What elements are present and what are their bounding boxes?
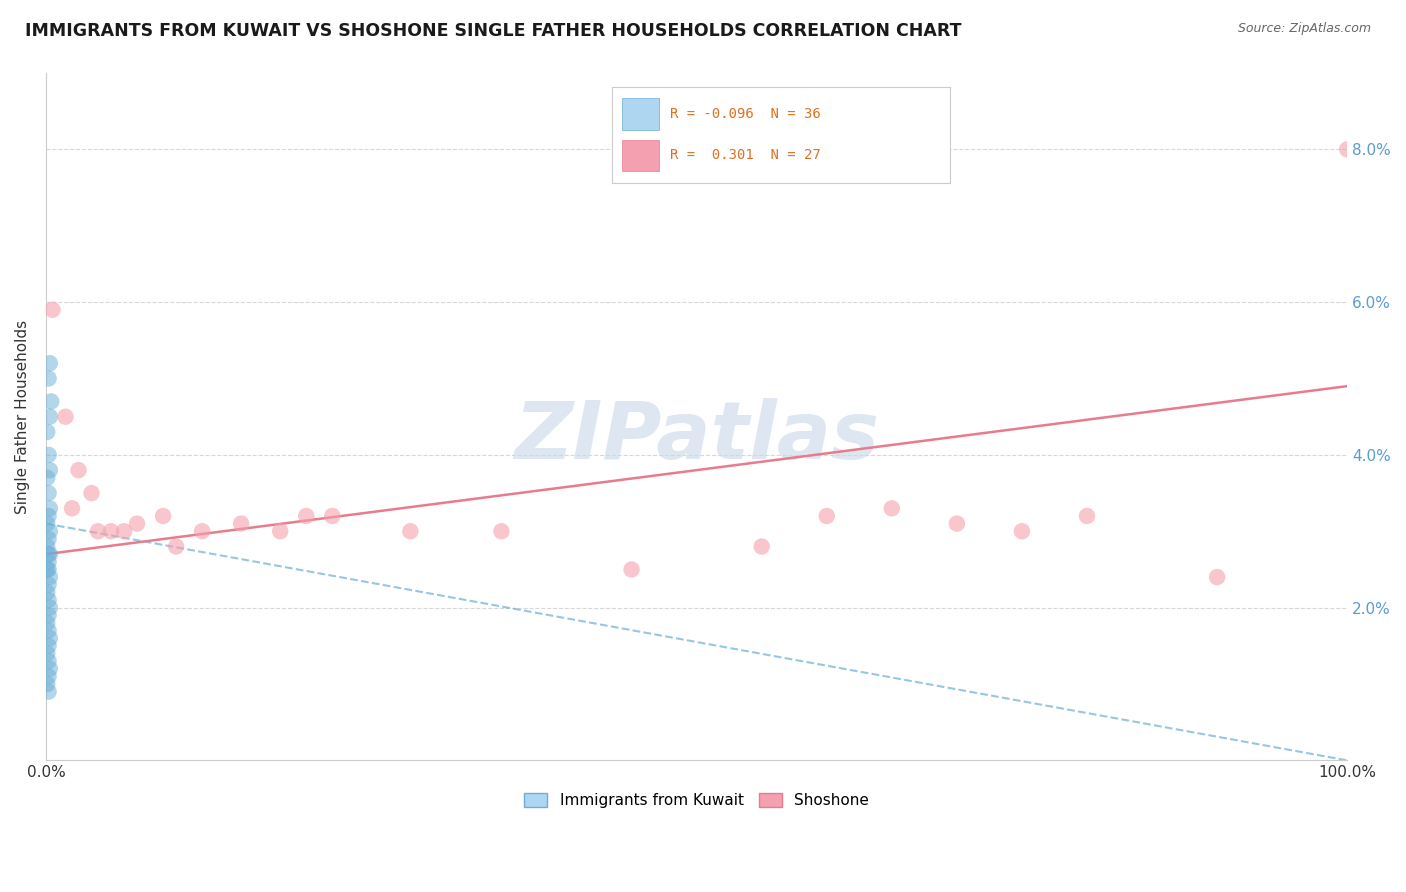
Point <box>37 540 59 554</box>
Point <box>38 593 60 607</box>
Y-axis label: Single Father Households: Single Father Households <box>15 319 30 514</box>
Text: Source: ZipAtlas.com: Source: ZipAtlas.com <box>1237 22 1371 36</box>
Point <box>620 562 643 576</box>
Point <box>1011 524 1033 539</box>
Point <box>38 631 60 645</box>
Point <box>38 684 60 698</box>
Point <box>38 547 60 561</box>
Point <box>80 486 103 500</box>
Point <box>191 524 214 539</box>
Point <box>37 585 59 599</box>
Point <box>38 371 60 385</box>
Point <box>231 516 253 531</box>
Point <box>491 524 513 539</box>
Point <box>751 540 773 554</box>
Point <box>1336 142 1358 156</box>
Point <box>38 570 60 584</box>
Point <box>38 524 60 539</box>
Point <box>55 409 77 424</box>
Point <box>67 463 90 477</box>
Point <box>37 615 59 630</box>
Point <box>37 677 59 691</box>
Point <box>38 486 60 500</box>
Point <box>38 463 60 477</box>
Point <box>1076 508 1098 523</box>
Point <box>38 608 60 623</box>
Point <box>38 639 60 653</box>
Text: ZIPatlas: ZIPatlas <box>515 399 879 476</box>
Point <box>38 600 60 615</box>
Point <box>152 508 174 523</box>
Point <box>38 624 60 638</box>
Point <box>295 508 318 523</box>
Point <box>38 669 60 683</box>
Point <box>38 547 60 561</box>
Point <box>38 508 60 523</box>
Point <box>38 555 60 569</box>
Point <box>38 662 60 676</box>
Point <box>125 516 148 531</box>
Point <box>880 501 903 516</box>
Point <box>100 524 122 539</box>
Point <box>38 501 60 516</box>
Point <box>38 532 60 546</box>
Point <box>38 562 60 576</box>
Point <box>37 425 59 439</box>
Point <box>37 647 59 661</box>
Point <box>815 508 838 523</box>
Point <box>37 562 59 576</box>
Point <box>38 356 60 370</box>
Point <box>1206 570 1229 584</box>
Point <box>399 524 422 539</box>
Point <box>41 302 63 317</box>
Point <box>946 516 969 531</box>
Point <box>321 508 343 523</box>
Legend: Immigrants from Kuwait, Shoshone: Immigrants from Kuwait, Shoshone <box>519 788 875 814</box>
Point <box>38 578 60 592</box>
Point <box>37 516 59 531</box>
Point <box>39 394 62 409</box>
Point <box>112 524 135 539</box>
Point <box>38 654 60 668</box>
Point <box>38 448 60 462</box>
Point <box>269 524 291 539</box>
Point <box>37 471 59 485</box>
Point <box>60 501 83 516</box>
Text: IMMIGRANTS FROM KUWAIT VS SHOSHONE SINGLE FATHER HOUSEHOLDS CORRELATION CHART: IMMIGRANTS FROM KUWAIT VS SHOSHONE SINGL… <box>25 22 962 40</box>
Point <box>165 540 187 554</box>
Point <box>38 409 60 424</box>
Point <box>87 524 110 539</box>
